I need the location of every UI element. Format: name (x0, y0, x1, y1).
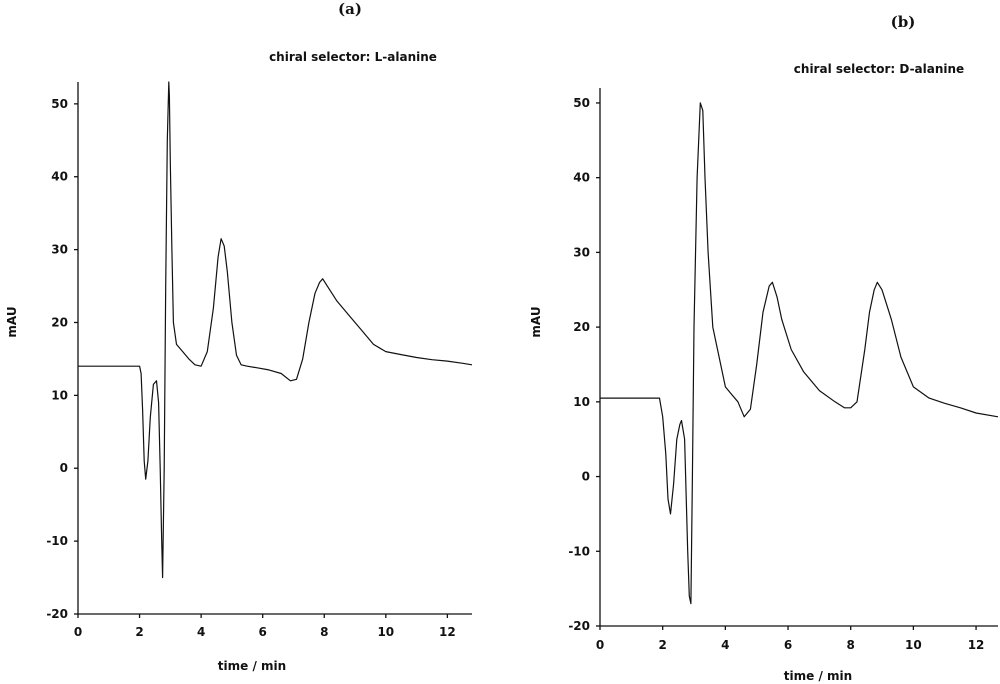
x-tick-label: 2 (135, 625, 143, 639)
x-tick-label: 4 (197, 625, 205, 639)
x-tick-label: 0 (74, 625, 82, 639)
x-tick-label: 4 (721, 638, 729, 652)
y-tick-label: 30 (573, 245, 590, 259)
x-tick-label: 10 (905, 638, 922, 652)
y-ticks-b: -20 -10 0 10 20 30 40 50 (568, 96, 600, 633)
panel-label-a: (a) (338, 0, 362, 18)
y-tick-label: 0 (582, 470, 590, 484)
x-tick-label: 8 (847, 638, 855, 652)
y-tick-label: 20 (51, 315, 68, 329)
y-tick-label: 30 (51, 243, 68, 257)
chart-panel-a: (a) chiral selector: L-alanine -20 -10 0 10… (5, 0, 473, 673)
x-tick-label: 8 (320, 625, 328, 639)
y-ticks-a: -20 -10 0 10 20 30 40 50 (46, 97, 78, 621)
x-tick-label: 10 (377, 625, 394, 639)
y-tick-label: -10 (568, 544, 590, 558)
y-tick-label: 0 (60, 461, 68, 475)
y-tick-label: -20 (568, 619, 590, 633)
x-tick-label: 12 (968, 638, 985, 652)
chart-subtitle-a: chiral selector: L-alanine (269, 50, 437, 64)
x-tick-label: 0 (596, 638, 604, 652)
x-axis-title-a: time / min (218, 659, 286, 673)
x-axis-title-b: time / min (784, 669, 852, 683)
x-ticks-a: 0 2 4 6 8 10 12 (74, 614, 456, 639)
y-tick-label: 20 (573, 320, 590, 334)
y-tick-label: 10 (51, 388, 68, 402)
chart-subtitle-b: chiral selector: D-alanine (794, 62, 964, 76)
x-tick-label: 6 (784, 638, 792, 652)
y-tick-label: 50 (573, 96, 590, 110)
y-tick-label: 50 (51, 97, 68, 111)
y-tick-label: 40 (51, 170, 68, 184)
y-tick-label: -20 (46, 607, 68, 621)
chart-panel-b: (b) chiral selector: D-alanine -20 -10 0 10… (529, 13, 999, 683)
panel-label-b: (b) (891, 13, 916, 31)
chromatogram-trace-a (78, 81, 473, 579)
x-tick-label: 6 (259, 625, 267, 639)
y-axis-title-a: mAU (5, 306, 19, 337)
x-tick-label: 12 (439, 625, 456, 639)
y-axis-title-b: mAU (529, 306, 543, 337)
y-tick-label: 10 (573, 395, 590, 409)
y-tick-label: -10 (46, 534, 68, 548)
x-ticks-b: 0 2 4 6 8 10 12 (596, 626, 985, 652)
chromatogram-trace-b (600, 102, 999, 605)
x-tick-label: 2 (658, 638, 666, 652)
y-tick-label: 40 (573, 171, 590, 185)
